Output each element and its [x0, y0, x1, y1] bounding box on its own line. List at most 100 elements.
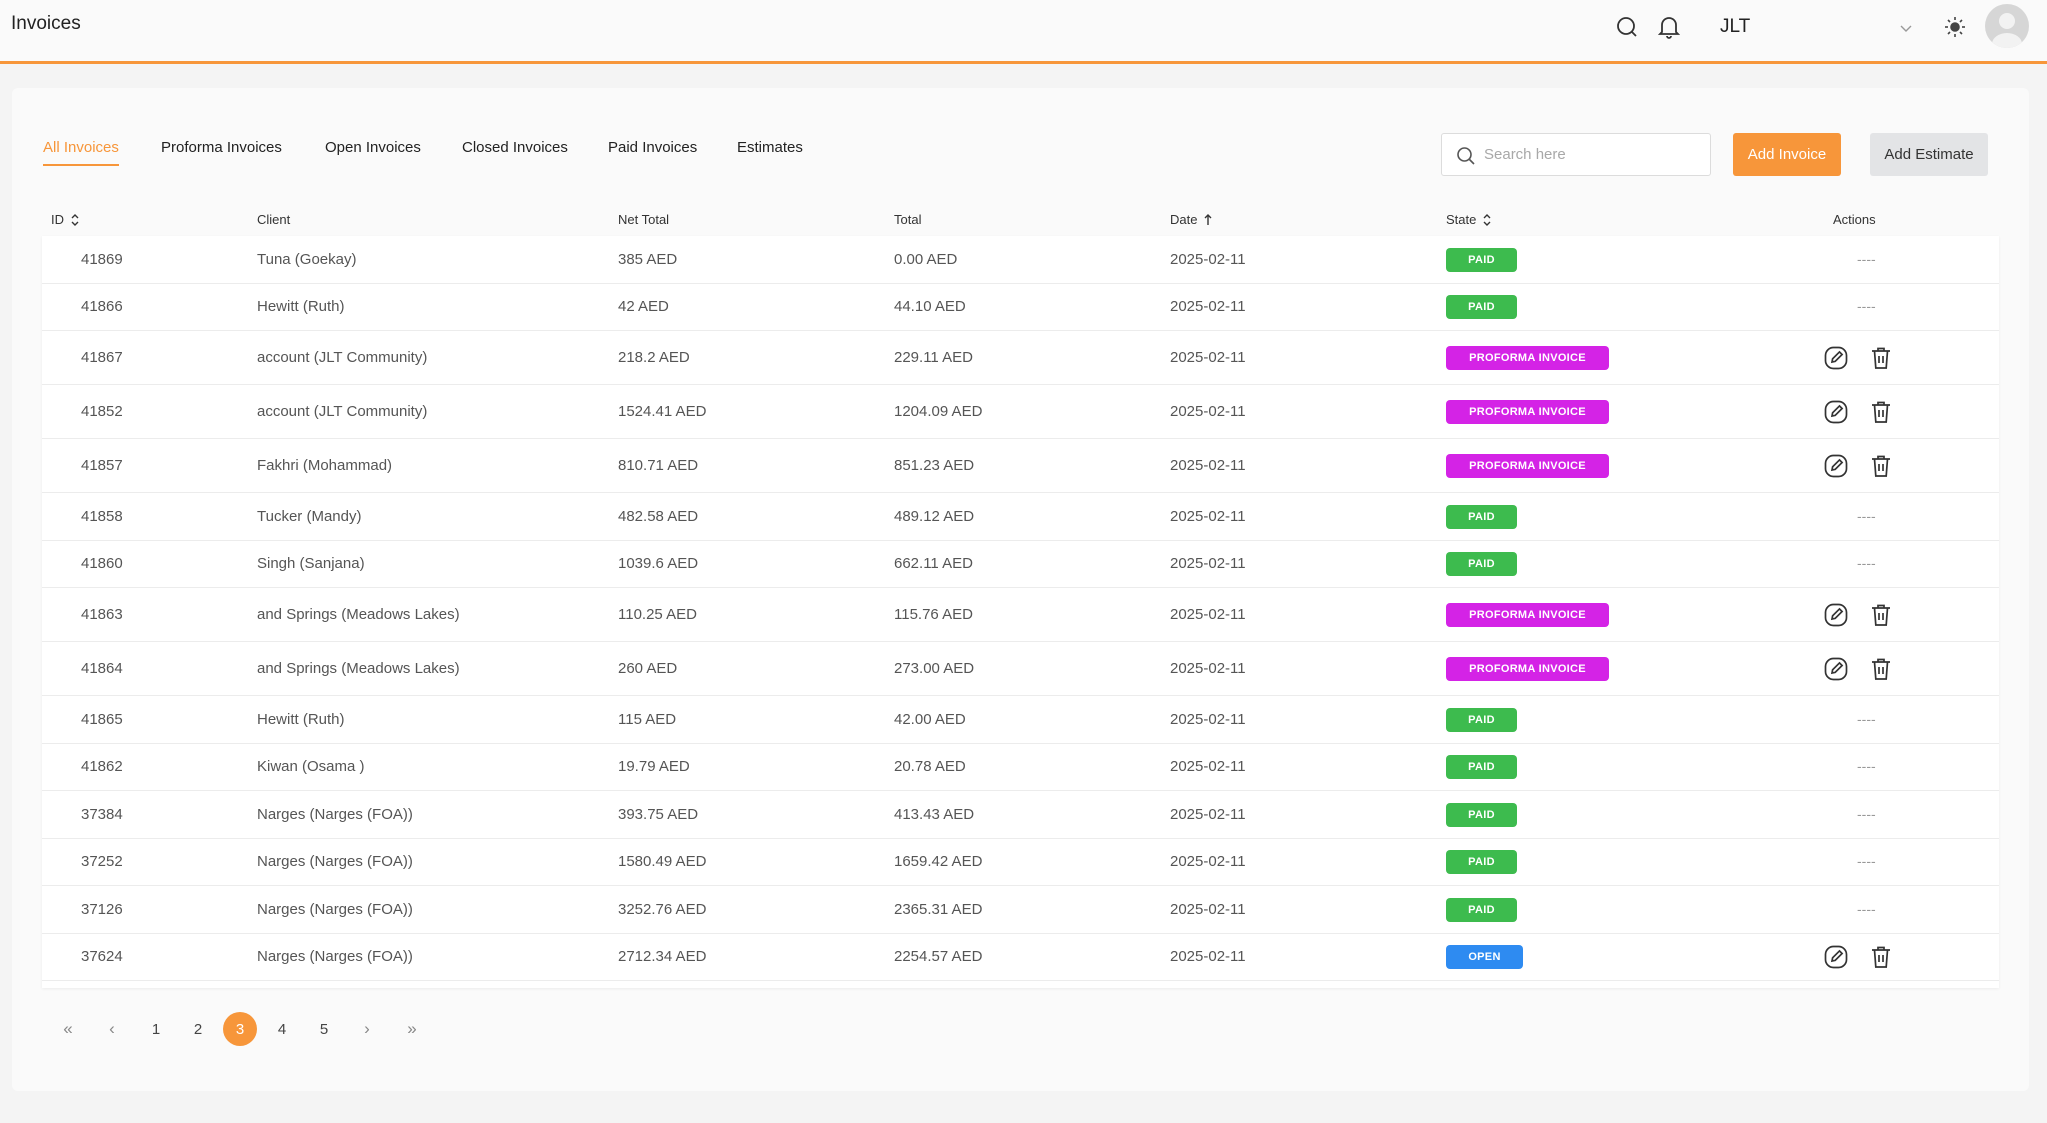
no-actions-placeholder: ----: [1857, 555, 1876, 572]
column-date[interactable]: Date: [1170, 212, 1213, 227]
client-name: and Springs (Meadows Lakes): [257, 606, 460, 623]
tab-estimates[interactable]: Estimates: [737, 139, 803, 156]
client-name: Narges (Narges (FOA)): [257, 900, 413, 918]
edit-icon[interactable]: [1822, 398, 1850, 426]
client-name: Narges (Narges (FOA)): [257, 853, 413, 871]
status-badge: PAID: [1446, 504, 1517, 529]
total: 2365.31 AED: [894, 900, 983, 918]
invoice-date: 2025-02-11: [1170, 298, 1246, 316]
invoice-id: 41857: [81, 457, 123, 474]
column-total: Total: [894, 212, 922, 227]
column-net-total: Net Total: [618, 212, 670, 227]
net-total: 115 AED: [618, 710, 677, 728]
table-row: 37126 Narges (Narges (FOA)) 3252.76 AED 236…: [42, 886, 1999, 934]
invoice-id: 41864: [81, 660, 123, 677]
trash-icon[interactable]: [1867, 943, 1895, 971]
tab-open-invoices[interactable]: Open Invoices: [325, 139, 421, 156]
invoice-id: 37252: [81, 853, 123, 871]
pagination-page-3[interactable]: 3: [223, 1012, 257, 1046]
status-badge: PAID: [1446, 897, 1517, 922]
total: 489.12 AED: [894, 507, 975, 525]
table-header: ID Client Net Total Total Date State Act…: [12, 204, 2029, 234]
search-box: [1441, 133, 1711, 176]
search-icon[interactable]: [1612, 12, 1642, 42]
status-badge: PROFORMA INVOICE: [1446, 454, 1609, 478]
client-name: Tuna (Goekay): [257, 250, 357, 268]
pagination-page-1[interactable]: 1: [151, 1020, 161, 1038]
trash-icon[interactable]: [1867, 601, 1895, 629]
status-badge: PROFORMA INVOICE: [1446, 400, 1609, 424]
trash-icon[interactable]: [1867, 344, 1895, 372]
column-state-label: State: [1446, 212, 1477, 227]
client-name: Fakhri (Mohammad): [257, 457, 393, 474]
total: 42.00 AED: [894, 710, 966, 728]
location-selector[interactable]: JLT: [1720, 16, 1751, 37]
invoice-id: 41869: [81, 250, 123, 268]
add-invoice-button[interactable]: Add Invoice: [1733, 133, 1841, 176]
table-row: 41863 and Springs (Meadows Lakes) 110.25 A…: [42, 588, 1999, 642]
column-date-label: Date: [1170, 212, 1198, 227]
pagination-next[interactable]: ›: [364, 1019, 370, 1038]
tab-all-invoices[interactable]: All Invoices: [43, 139, 119, 166]
invoice-date: 2025-02-11: [1170, 900, 1246, 918]
pagination-last[interactable]: »: [407, 1019, 417, 1038]
tab-paid-invoices[interactable]: Paid Invoices: [608, 139, 698, 156]
invoice-date: 2025-02-11: [1170, 758, 1246, 776]
invoice-id: 41852: [81, 403, 123, 420]
add-estimate-button[interactable]: Add Estimate: [1870, 133, 1988, 176]
client-name: Kiwan (Osama ): [257, 758, 365, 776]
table-row: 41857 Fakhri (Mohammad) 810.71 AED 851.23 A…: [42, 439, 1999, 493]
edit-icon[interactable]: [1822, 943, 1850, 971]
pagination-page-4[interactable]: 4: [277, 1020, 287, 1038]
no-actions-placeholder: ----: [1857, 758, 1876, 775]
net-total: 2712.34 AED: [618, 948, 707, 966]
net-total: 218.2 AED: [618, 349, 690, 366]
no-actions-placeholder: ----: [1857, 900, 1876, 917]
pagination-page-2[interactable]: 2: [193, 1020, 203, 1038]
avatar[interactable]: [1985, 4, 2029, 48]
search-input[interactable]: [1484, 134, 1704, 175]
trash-icon[interactable]: [1867, 452, 1895, 480]
tab-proforma-invoices[interactable]: Proforma Invoices: [161, 139, 282, 156]
chevron-down-icon[interactable]: [1896, 18, 1916, 38]
pagination-page-5[interactable]: 5: [319, 1020, 329, 1038]
tab-closed-invoices[interactable]: Closed Invoices: [462, 139, 568, 156]
net-total: 19.79 AED: [618, 758, 690, 776]
sun-icon[interactable]: [1940, 12, 1970, 42]
bell-icon[interactable]: [1654, 12, 1684, 42]
invoice-id: 41866: [81, 298, 123, 316]
pagination-prev[interactable]: ‹: [109, 1019, 115, 1038]
edit-icon[interactable]: [1822, 452, 1850, 480]
invoices-card: All Invoices Proforma Invoices Open Invo…: [12, 88, 2029, 1091]
trash-icon[interactable]: [1867, 655, 1895, 683]
no-actions-placeholder: ----: [1857, 507, 1876, 524]
status-badge: PAID: [1446, 850, 1517, 875]
top-bar: Invoices JLT: [0, 0, 2047, 64]
page-title: Invoices: [11, 13, 81, 34]
invoice-id: 41862: [81, 758, 123, 776]
net-total: 110.25 AED: [618, 606, 697, 623]
column-state[interactable]: State: [1446, 212, 1492, 227]
table-row: 41862 Kiwan (Osama ) 19.79 AED 20.78 AED 202…: [42, 744, 1999, 791]
trash-icon[interactable]: [1867, 398, 1895, 426]
invoice-date: 2025-02-11: [1170, 710, 1246, 728]
net-total: 1524.41 AED: [618, 403, 707, 420]
sort-icon: [71, 213, 79, 226]
table-row: 41869 Tuna (Goekay) 385 AED 0.00 AED 2025-02…: [42, 236, 1999, 284]
column-id[interactable]: ID: [51, 212, 80, 227]
total: 1204.09 AED: [894, 403, 983, 420]
pagination-first[interactable]: «: [63, 1019, 73, 1038]
invoice-date: 2025-02-11: [1170, 457, 1246, 474]
invoice-id: 41867: [81, 349, 123, 366]
invoice-date: 2025-02-11: [1170, 805, 1246, 823]
total: 44.10 AED: [894, 298, 966, 316]
edit-icon[interactable]: [1822, 601, 1850, 629]
total: 0.00 AED: [894, 250, 958, 268]
net-total: 393.75 AED: [618, 805, 699, 823]
edit-icon[interactable]: [1822, 655, 1850, 683]
table-row: 41852 account (JLT Community) 1524.41 AED 1…: [42, 385, 1999, 439]
client-name: Hewitt (Ruth): [257, 298, 345, 316]
net-total: 482.58 AED: [618, 507, 699, 525]
edit-icon[interactable]: [1822, 344, 1850, 372]
table-row: 37384 Narges (Narges (FOA)) 393.75 AED 413.…: [42, 791, 1999, 839]
